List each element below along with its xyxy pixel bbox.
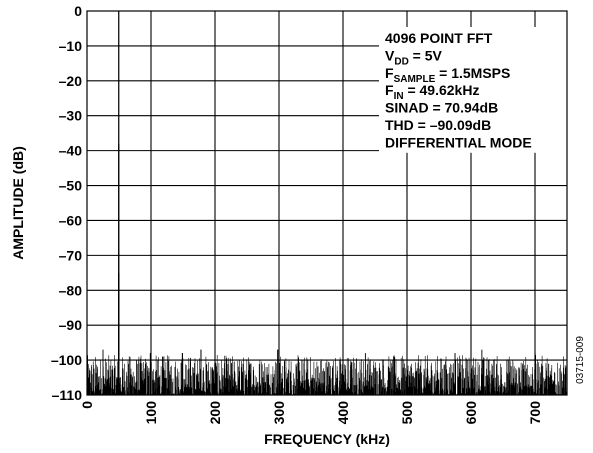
- y-tick-label: –10: [59, 38, 83, 54]
- annotation-rest: = 49.62kHz: [404, 82, 480, 98]
- annotation-subscript: DD: [394, 56, 408, 67]
- annotation-line: DIFFERENTIAL MODE: [385, 134, 532, 150]
- y-tick-label: –110: [52, 387, 83, 403]
- annotation-main: THD = –90.09dB: [385, 117, 491, 133]
- annotation-background: [379, 27, 567, 153]
- annotation-main: F: [385, 82, 394, 98]
- annotation-rest: = 1.5MSPS: [435, 65, 510, 81]
- annotation-main: DIFFERENTIAL MODE: [385, 134, 532, 150]
- annotation-rest: = 5V: [409, 47, 443, 63]
- plot-frame: [86, 10, 568, 396]
- y-tick-label: –100: [51, 352, 82, 368]
- annotation-main: V: [385, 47, 395, 63]
- x-tick-label: 300: [271, 401, 287, 425]
- x-axis-ticks: 0 100 200 300 400 500 600 700: [79, 401, 543, 425]
- y-axis-label: AMPLITUDE (dB): [10, 146, 26, 260]
- annotation-main: SINAD = 70.94dB: [385, 100, 498, 116]
- annotation-line: THD = –90.09dB: [385, 117, 491, 133]
- annotation-main: 4096 POINT FFT: [385, 30, 493, 46]
- annotation-subscript: SAMPLE: [394, 74, 436, 85]
- annotation-line: 4096 POINT FFT: [385, 30, 493, 46]
- figure-id: 03715-009: [575, 336, 586, 384]
- x-tick-label: 500: [399, 401, 415, 425]
- x-tick-label: 0: [79, 401, 95, 409]
- y-axis-ticks: 0 –10 –20 –30 –40 –50 –60 –70 –80 –90 –100 –110: [51, 3, 82, 403]
- x-axis-label: FREQUENCY (kHz): [264, 431, 390, 447]
- x-tick-label: 600: [463, 401, 479, 425]
- x-tick-label: 700: [527, 401, 543, 425]
- x-tick-label: 400: [335, 401, 351, 425]
- y-tick-label: –40: [59, 143, 83, 159]
- y-tick-label: –30: [59, 108, 83, 124]
- annotation-line: FIN = 49.62kHz: [385, 82, 479, 102]
- x-tick-label: 100: [143, 401, 159, 425]
- y-tick-label: –20: [59, 73, 83, 89]
- annotation-subscript: IN: [394, 91, 404, 102]
- x-tick-label: 200: [207, 401, 223, 425]
- annotation-line: FSAMPLE = 1.5MSPS: [385, 65, 510, 85]
- annotation-line: VDD = 5V: [385, 47, 443, 67]
- annotation-line: SINAD = 70.94dB: [385, 100, 498, 116]
- y-tick-label: –70: [59, 247, 83, 263]
- y-tick-label: –90: [59, 317, 83, 333]
- y-tick-label: –50: [59, 178, 83, 194]
- annotation-main: F: [385, 65, 394, 81]
- y-tick-label: –60: [59, 212, 83, 228]
- y-tick-label: –80: [59, 282, 83, 298]
- y-tick-label: 0: [74, 3, 82, 19]
